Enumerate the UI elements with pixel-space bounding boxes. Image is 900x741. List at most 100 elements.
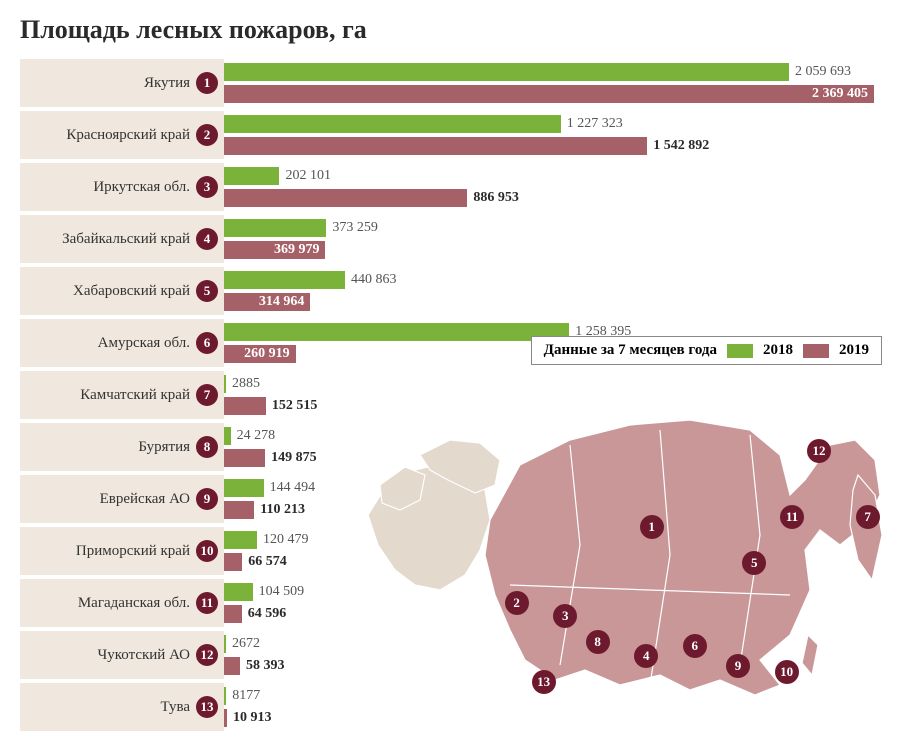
bar-value-label: 202 101 bbox=[285, 168, 331, 184]
bar-2019 bbox=[224, 553, 242, 571]
bar-value-label: 152 515 bbox=[272, 398, 318, 414]
map-island bbox=[802, 635, 818, 675]
bar-2018 bbox=[224, 271, 345, 289]
bar-2018 bbox=[224, 63, 789, 81]
bar-wrap: 1 227 323 bbox=[224, 114, 880, 134]
bar-2018 bbox=[224, 323, 569, 341]
rank-badge: 7 bbox=[196, 384, 218, 406]
rank-badge: 9 bbox=[196, 488, 218, 510]
map-rank-badge: 8 bbox=[586, 630, 610, 654]
bar-2018 bbox=[224, 479, 264, 497]
bar-value-label: 1 542 892 bbox=[653, 138, 709, 154]
region-label-col: Амурская обл.6 bbox=[20, 319, 224, 367]
legend: Данные за 7 месяцев года 2018 2019 bbox=[531, 336, 882, 365]
region-label-col: Камчатский край7 bbox=[20, 371, 224, 419]
map-rank-badge: 12 bbox=[807, 439, 831, 463]
bar-2019: 260 919 bbox=[224, 345, 296, 363]
bar-2019: 369 979 bbox=[224, 241, 325, 259]
bar-value-label: 373 259 bbox=[332, 220, 378, 236]
rank-badge: 4 bbox=[196, 228, 218, 250]
bar-value-label: 58 393 bbox=[246, 658, 285, 674]
rank-badge: 11 bbox=[196, 592, 218, 614]
map-rank-badge: 13 bbox=[532, 670, 556, 694]
bar-value-label: 10 913 bbox=[233, 710, 272, 726]
legend-swatch-2019 bbox=[803, 344, 829, 358]
map-rank-badge: 11 bbox=[780, 505, 804, 529]
bar-2018 bbox=[224, 375, 226, 393]
bar-wrap: 440 863 bbox=[224, 270, 880, 290]
rank-badge: 8 bbox=[196, 436, 218, 458]
rank-badge: 5 bbox=[196, 280, 218, 302]
legend-text: Данные за 7 месяцев года bbox=[544, 342, 717, 359]
bar-value-label: 66 574 bbox=[248, 554, 287, 570]
region-label-col: Иркутская обл. 3 bbox=[20, 163, 224, 211]
bar-value-label: 149 875 bbox=[271, 450, 317, 466]
bar-value-label: 314 964 bbox=[259, 294, 311, 310]
bar-value-label: 2672 bbox=[232, 636, 260, 652]
region-label-col: Красноярский край 2 bbox=[20, 111, 224, 159]
bars-col: 440 863 314 964 bbox=[224, 267, 880, 315]
bars-col: 373 259 369 979 bbox=[224, 215, 880, 263]
map: 12345678910111213 bbox=[360, 385, 900, 715]
bar-wrap: 1 542 892 bbox=[224, 136, 880, 156]
region-label-col: Чукотский АО12 bbox=[20, 631, 224, 679]
bar-wrap: 314 964 bbox=[224, 292, 880, 312]
bar-value-label: 110 213 bbox=[260, 502, 305, 518]
bar-2019 bbox=[224, 189, 467, 207]
region-row: Хабаровский край5440 863 314 964 bbox=[20, 267, 880, 315]
bar-2018 bbox=[224, 583, 253, 601]
bar-wrap: 886 953 bbox=[224, 188, 880, 208]
map-rank-badge: 4 bbox=[634, 644, 658, 668]
map-rank-badge: 9 bbox=[726, 654, 750, 678]
bar-wrap: 2 369 405 bbox=[224, 84, 880, 104]
bar-2019 bbox=[224, 397, 266, 415]
region-label-col: Якутия 1 bbox=[20, 59, 224, 107]
bar-2018 bbox=[224, 531, 257, 549]
map-svg bbox=[360, 385, 900, 715]
bar-value-label: 1 227 323 bbox=[567, 116, 623, 132]
bar-wrap: 2 059 693 bbox=[224, 62, 880, 82]
rank-badge: 2 bbox=[196, 124, 218, 146]
bar-2019: 2 369 405 bbox=[224, 85, 874, 103]
region-name: Еврейская АО bbox=[100, 491, 190, 508]
region-row: Иркутская обл. 3 202 101 886 953 bbox=[20, 163, 880, 211]
bar-value-label: 24 278 bbox=[237, 428, 276, 444]
bars-col: 202 101 886 953 bbox=[224, 163, 880, 211]
rank-badge: 10 bbox=[196, 540, 218, 562]
bar-value-label: 369 979 bbox=[274, 242, 326, 258]
bar-value-label: 260 919 bbox=[244, 346, 296, 362]
region-name: Забайкальский край bbox=[62, 231, 190, 248]
map-rank-badge: 5 bbox=[742, 551, 766, 575]
region-name: Тува bbox=[161, 699, 190, 716]
map-rank-badge: 10 bbox=[775, 660, 799, 684]
region-row: Красноярский край 2 1 227 323 1 542 892 bbox=[20, 111, 880, 159]
bar-2019 bbox=[224, 137, 647, 155]
region-label-col: Хабаровский край5 bbox=[20, 267, 224, 315]
map-rank-badge: 7 bbox=[856, 505, 880, 529]
bars-col: 1 227 323 1 542 892 bbox=[224, 111, 880, 159]
bar-wrap: 369 979 bbox=[224, 240, 880, 260]
map-rank-badge: 3 bbox=[553, 604, 577, 628]
map-rank-badge: 1 bbox=[640, 515, 664, 539]
region-name: Иркутская обл. bbox=[93, 179, 190, 196]
region-name: Амурская обл. bbox=[98, 335, 190, 352]
region-label-col: Тува 13 bbox=[20, 683, 224, 731]
region-name: Магаданская обл. bbox=[78, 595, 190, 612]
region-name: Якутия bbox=[144, 75, 190, 92]
bar-value-label: 64 596 bbox=[248, 606, 287, 622]
rank-badge: 3 bbox=[196, 176, 218, 198]
region-name: Красноярский край bbox=[66, 127, 190, 144]
bar-2018 bbox=[224, 635, 226, 653]
region-label-col: Бурятия8 bbox=[20, 423, 224, 471]
region-label-col: Приморский край 10 bbox=[20, 527, 224, 575]
rank-badge: 13 bbox=[196, 696, 218, 718]
rank-badge: 1 bbox=[196, 72, 218, 94]
region-name: Приморский край bbox=[76, 543, 190, 560]
bar-value-label: 2 059 693 bbox=[795, 64, 851, 80]
bar-value-label: 2885 bbox=[232, 376, 260, 392]
bar-value-label: 8177 bbox=[232, 688, 260, 704]
bar-2019 bbox=[224, 501, 254, 519]
region-row: Якутия 1 2 059 693 2 369 405 bbox=[20, 59, 880, 107]
bar-value-label: 886 953 bbox=[473, 190, 519, 206]
rank-badge: 12 bbox=[196, 644, 218, 666]
